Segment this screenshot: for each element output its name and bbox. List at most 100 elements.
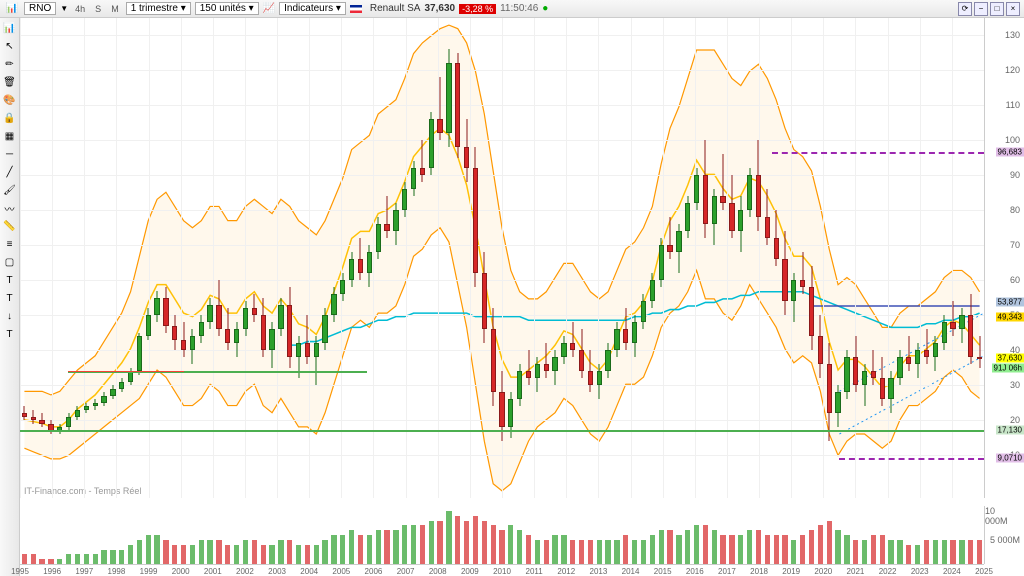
volume-bar[interactable] bbox=[154, 535, 159, 564]
candle[interactable] bbox=[314, 336, 319, 385]
volume-bar[interactable] bbox=[597, 540, 602, 564]
candle[interactable] bbox=[535, 357, 540, 392]
candle[interactable] bbox=[959, 308, 964, 343]
candle[interactable] bbox=[676, 224, 681, 273]
volume-bar[interactable] bbox=[517, 530, 522, 564]
volume-bar[interactable] bbox=[809, 530, 814, 564]
volume-bar[interactable] bbox=[897, 540, 902, 564]
volume-bar[interactable] bbox=[659, 530, 664, 564]
ticker-input[interactable]: RNO bbox=[24, 2, 56, 15]
volume-bar[interactable] bbox=[544, 540, 549, 564]
candle[interactable] bbox=[632, 315, 637, 357]
candle[interactable] bbox=[729, 175, 734, 238]
candle[interactable] bbox=[207, 298, 212, 329]
volume-bar[interactable] bbox=[66, 554, 71, 564]
tf-4h[interactable]: 4h bbox=[72, 4, 88, 14]
volume-bar[interactable] bbox=[667, 530, 672, 564]
lock-tool-icon[interactable]: 🔒 bbox=[2, 110, 18, 126]
volume-bar[interactable] bbox=[915, 545, 920, 564]
volume-chart[interactable] bbox=[20, 506, 984, 564]
candle[interactable] bbox=[756, 140, 761, 231]
volume-bar[interactable] bbox=[756, 530, 761, 564]
volume-bar[interactable] bbox=[411, 525, 416, 564]
volume-bar[interactable] bbox=[234, 545, 239, 564]
candle[interactable] bbox=[376, 217, 381, 259]
volume-bar[interactable] bbox=[137, 540, 142, 564]
price-chart[interactable]: IT-Finance.com - Temps Réel bbox=[20, 18, 984, 498]
volume-bar[interactable] bbox=[526, 535, 531, 564]
volume-bar[interactable] bbox=[676, 535, 681, 564]
candle[interactable] bbox=[119, 378, 124, 392]
volume-bar[interactable] bbox=[924, 540, 929, 564]
candle[interactable] bbox=[588, 350, 593, 392]
candle[interactable] bbox=[685, 196, 690, 238]
volume-bar[interactable] bbox=[367, 535, 372, 564]
volume-bar[interactable] bbox=[482, 521, 487, 565]
volume-bar[interactable] bbox=[818, 525, 823, 564]
volume-bar[interactable] bbox=[287, 540, 292, 564]
volume-bar[interactable] bbox=[172, 545, 177, 564]
volume-bar[interactable] bbox=[305, 545, 310, 564]
candle[interactable] bbox=[561, 336, 566, 364]
period-dropdown[interactable]: 1 trimestre ▾ bbox=[126, 2, 191, 15]
volume-bar[interactable] bbox=[128, 545, 133, 564]
candle[interactable] bbox=[57, 424, 62, 434]
candle[interactable] bbox=[862, 364, 867, 406]
volume-bar[interactable] bbox=[296, 545, 301, 564]
candle[interactable] bbox=[924, 329, 929, 364]
candle[interactable] bbox=[835, 385, 840, 427]
volume-bar[interactable] bbox=[552, 535, 557, 564]
candle[interactable] bbox=[199, 315, 204, 343]
candle[interactable] bbox=[331, 287, 336, 322]
candle[interactable] bbox=[384, 196, 389, 238]
volume-bar[interactable] bbox=[216, 540, 221, 564]
volume-bar[interactable] bbox=[968, 540, 973, 564]
volume-bar[interactable] bbox=[146, 535, 151, 564]
volume-bar[interactable] bbox=[933, 540, 938, 564]
candle[interactable] bbox=[968, 294, 973, 364]
volume-bar[interactable] bbox=[384, 530, 389, 564]
ruler-tool-icon[interactable]: 📏 bbox=[2, 218, 18, 234]
volume-bar[interactable] bbox=[446, 511, 451, 564]
candle[interactable] bbox=[75, 406, 80, 420]
volume-bar[interactable] bbox=[791, 540, 796, 564]
candle[interactable] bbox=[517, 364, 522, 406]
candle[interactable] bbox=[809, 266, 814, 350]
wave-tool-icon[interactable]: 〰 bbox=[2, 200, 18, 216]
candle[interactable] bbox=[667, 217, 672, 259]
candle[interactable] bbox=[482, 252, 487, 343]
candle[interactable] bbox=[897, 350, 902, 385]
volume-bar[interactable] bbox=[31, 554, 36, 564]
minimize-icon[interactable]: − bbox=[974, 2, 988, 16]
volume-bar[interactable] bbox=[420, 525, 425, 564]
candle[interactable] bbox=[818, 315, 823, 378]
palette-tool-icon[interactable]: 🎨 bbox=[2, 92, 18, 108]
units-dropdown[interactable]: 150 unités ▾ bbox=[195, 2, 259, 15]
candle[interactable] bbox=[579, 329, 584, 378]
chart-type-icon[interactable]: 📊 bbox=[4, 1, 20, 17]
candle[interactable] bbox=[93, 399, 98, 409]
arrow-tool-icon[interactable]: ↓ bbox=[2, 308, 18, 324]
volume-bar[interactable] bbox=[614, 540, 619, 564]
volume-bar[interactable] bbox=[535, 540, 540, 564]
volume-bar[interactable] bbox=[269, 545, 274, 564]
tf-s[interactable]: S bbox=[92, 4, 104, 14]
volume-bar[interactable] bbox=[827, 521, 832, 565]
candle[interactable] bbox=[110, 385, 115, 399]
candle[interactable] bbox=[906, 336, 911, 371]
candle[interactable] bbox=[791, 273, 796, 322]
volume-bar[interactable] bbox=[181, 545, 186, 564]
candle[interactable] bbox=[429, 112, 434, 175]
candle[interactable] bbox=[659, 238, 664, 287]
volume-bar[interactable] bbox=[349, 530, 354, 564]
candle[interactable] bbox=[570, 322, 575, 357]
volume-bar[interactable] bbox=[22, 554, 27, 564]
volume-bar[interactable] bbox=[393, 530, 398, 564]
volume-bar[interactable] bbox=[774, 535, 779, 564]
volume-bar[interactable] bbox=[800, 535, 805, 564]
candle[interactable] bbox=[641, 294, 646, 329]
dashed-line[interactable] bbox=[772, 152, 984, 154]
volume-bar[interactable] bbox=[473, 516, 478, 564]
T-tool-icon[interactable]: T bbox=[2, 326, 18, 342]
volume-bar[interactable] bbox=[650, 535, 655, 564]
